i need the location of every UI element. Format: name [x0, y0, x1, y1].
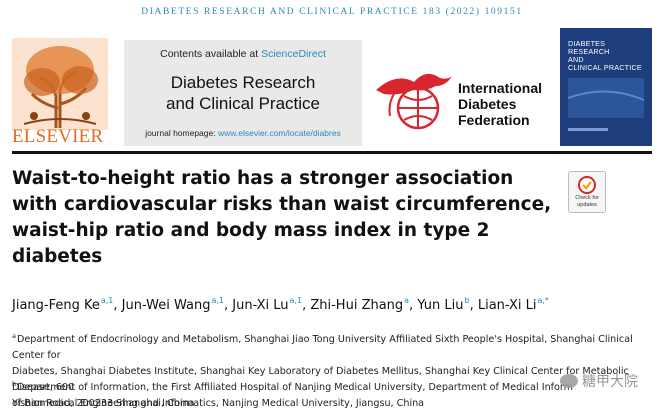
idf-bird-globe-logo — [376, 73, 452, 130]
homepage-link[interactable]: www.elsevier.com/locate/diabres — [217, 128, 341, 138]
author-name[interactable]: Jun-Wei Wang — [121, 298, 211, 313]
author-name[interactable]: Jun-Xi Lu — [232, 298, 289, 313]
author-list: Jiang-Feng Kea,1, Jun-Wei Wanga,1, Jun-X… — [12, 296, 664, 313]
homepage-prefix: journal homepage: — [145, 128, 218, 138]
check-updates-label-line2: updates — [577, 201, 597, 208]
journal-name-line2: and Clinical Practice — [165, 94, 320, 113]
affil-a-text1: Department of Endocrinology and Metaboli… — [12, 334, 633, 361]
author-separator: , — [469, 298, 478, 313]
affil-b-mark: b — [12, 380, 17, 388]
journal-name-line1: Diabetes Research — [170, 73, 316, 92]
journal-info-box: Contents available at ScienceDirect Diab… — [124, 40, 362, 146]
check-for-updates-button[interactable]: Check for updates — [568, 171, 606, 213]
affil-a-line2: Diabetes, Shanghai Diabetes Institute, S… — [12, 366, 629, 393]
author-name[interactable]: Zhi-Hui Zhang — [310, 298, 404, 313]
author-name[interactable]: Yun Liu — [417, 298, 464, 313]
cover-title: DIABETES RESEARCH AND CLINICAL PRACTICE — [568, 40, 648, 72]
author-separator: , — [224, 298, 233, 313]
header-rule — [12, 151, 652, 154]
author-affiliation-mark[interactable]: a,* — [537, 296, 549, 305]
journal-banner: ELSEVIER Contents available at ScienceDi… — [12, 28, 652, 150]
sciencedirect-link[interactable]: ScienceDirect — [261, 48, 326, 60]
author-separator: , — [302, 298, 311, 313]
author-affiliation-mark[interactable]: b — [464, 296, 470, 305]
check-updates-label-line1: Check for — [575, 195, 599, 201]
running-head: DIABETES RESEARCH AND CLINICAL PRACTICE … — [141, 7, 523, 17]
wechat-watermark-icon — [560, 374, 578, 388]
contents-available-line: Contents available at ScienceDirect — [124, 48, 362, 60]
author-name[interactable]: Lian-Xi Li — [477, 298, 537, 313]
check-updates-label: Check for updates — [569, 195, 605, 208]
author-affiliation-mark[interactable]: a,1 — [211, 296, 225, 305]
journal-homepage-line: journal homepage: www.elsevier.com/locat… — [124, 128, 362, 138]
elsevier-wordmark[interactable]: ELSEVIER — [12, 126, 104, 147]
check-updates-icon — [578, 176, 596, 194]
affil-b-text1: Department of Information, the First Aff… — [17, 382, 574, 393]
contents-prefix: Contents available at — [160, 48, 262, 60]
idf-line1: International — [458, 80, 543, 96]
cover-title-line4: CLINICAL PRACTICE — [568, 63, 642, 72]
cover-title-line1: DIABETES — [568, 39, 606, 48]
idf-line2: Diabetes — [458, 96, 517, 112]
affil-b-line2: of Biomedical Engineering and Informatic… — [12, 398, 425, 409]
affil-a-line1: aDepartment of Endocrinology and Metabol… — [12, 328, 657, 364]
author-separator: , — [409, 298, 418, 313]
title-line2: with cardiovascular risks than waist cir… — [12, 194, 552, 215]
elsevier-tree-logo — [12, 38, 108, 130]
affiliation-a: aDepartment of Endocrinology and Metabol… — [12, 328, 657, 412]
journal-name: Diabetes Research and Clinical Practice — [124, 72, 362, 114]
author-name[interactable]: Jiang-Feng Ke — [12, 298, 100, 313]
journal-cover-thumbnail[interactable]: DIABETES RESEARCH AND CLINICAL PRACTICE — [560, 28, 652, 146]
title-line1: Waist-to-height ratio has a stronger ass… — [12, 168, 514, 189]
title-line4: diabetes — [12, 246, 103, 267]
author-affiliation-mark[interactable]: a,1 — [100, 296, 114, 305]
affil-a-line3: Yishan Road, 200233 Shanghai, China — [12, 398, 195, 409]
affil-a-mark: a — [12, 332, 16, 340]
cover-title-line2: RESEARCH — [568, 47, 610, 56]
affiliation-b: bDepartment of Information, the First Af… — [12, 376, 657, 412]
article-title: Waist-to-height ratio has a stronger ass… — [12, 166, 552, 270]
cover-title-line3: AND — [568, 55, 584, 64]
author-affiliation-mark[interactable]: a,1 — [289, 296, 303, 305]
cover-graphic — [567, 78, 645, 131]
idf-name: International Diabetes Federation — [458, 80, 542, 128]
affil-b-line1: bDepartment of Information, the First Af… — [12, 376, 657, 396]
title-line3: waist-hip ratio and body mass index in t… — [12, 220, 490, 241]
author-affiliation-mark[interactable]: a — [404, 296, 410, 305]
watermark-text: 糖甲大院 — [582, 374, 638, 390]
author-separator: , — [113, 298, 122, 313]
idf-line3: Federation — [458, 112, 530, 128]
